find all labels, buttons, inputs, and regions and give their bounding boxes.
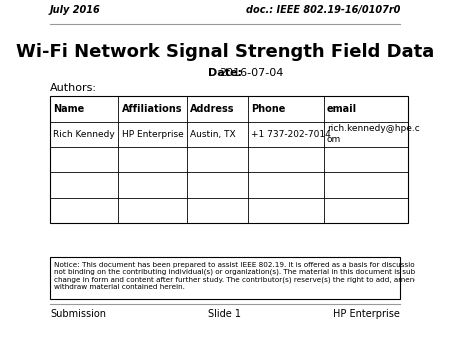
Text: Submission: Submission — [50, 309, 106, 319]
Text: Affiliations: Affiliations — [122, 104, 182, 114]
Text: rich.kennedy@hpe.c
om: rich.kennedy@hpe.c om — [327, 124, 420, 144]
Text: Phone: Phone — [251, 104, 285, 114]
Text: HP Enterprise: HP Enterprise — [122, 130, 183, 139]
Text: Notice: This document has been prepared to assist IEEE 802.19. It is offered as : Notice: This document has been prepared … — [54, 262, 443, 290]
Text: Date:: Date: — [208, 68, 242, 78]
Text: HP Enterprise: HP Enterprise — [333, 309, 400, 319]
Text: email: email — [327, 104, 357, 114]
Text: July 2016: July 2016 — [50, 5, 101, 15]
Text: Name: Name — [53, 104, 84, 114]
Bar — [50, 257, 400, 299]
Text: 2016-07-04: 2016-07-04 — [220, 68, 284, 78]
Text: Authors:: Authors: — [50, 83, 97, 93]
Text: +1 737-202-7014: +1 737-202-7014 — [251, 130, 331, 139]
Text: Address: Address — [190, 104, 234, 114]
Text: Rich Kennedy: Rich Kennedy — [53, 130, 115, 139]
Text: Wi-Fi Network Signal Strength Field Data: Wi-Fi Network Signal Strength Field Data — [16, 43, 434, 62]
Text: Austin, TX: Austin, TX — [190, 130, 236, 139]
Bar — [50, 96, 408, 223]
Text: Slide 1: Slide 1 — [208, 309, 242, 319]
Text: doc.: IEEE 802.19-16/0107r0: doc.: IEEE 802.19-16/0107r0 — [246, 5, 400, 15]
